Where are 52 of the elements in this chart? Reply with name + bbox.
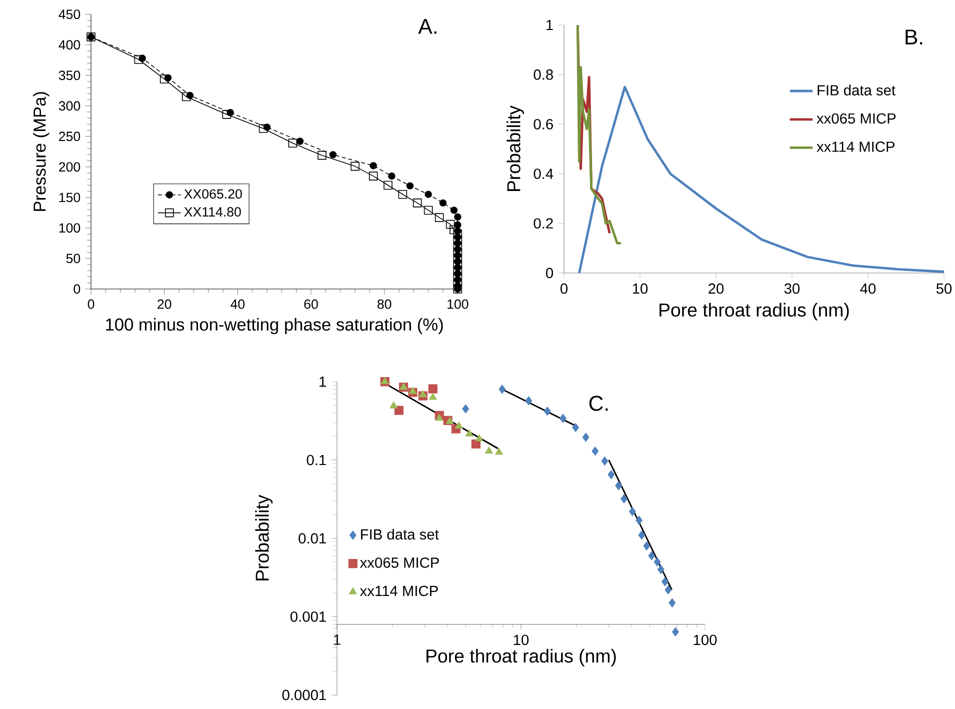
- y-tick-label: 0.8: [534, 69, 553, 80]
- x-axis-title: Pore throat radius (nm): [660, 302, 849, 320]
- legend-label: xx114 MICP: [816, 142, 895, 152]
- legend-label: XX114.80: [184, 207, 241, 217]
- y-tick-label: 0.2: [534, 218, 553, 229]
- y-tick-label: 1: [546, 20, 553, 30]
- y-tick-label: 400: [58, 40, 80, 50]
- x-tick-label: 30: [784, 283, 800, 294]
- legend-label: xx065 MICP: [360, 557, 439, 568]
- y-tick-label: 0.0001: [282, 690, 326, 700]
- x-tick-label: 20: [708, 283, 724, 294]
- y-tick-label: 50: [66, 254, 80, 264]
- annotation: B.: [906, 30, 922, 44]
- legend-label: FIB data set: [818, 84, 896, 96]
- y-tick-label: 0: [546, 268, 554, 278]
- y-tick-label: 350: [58, 70, 80, 80]
- y-tick-label: 1: [320, 376, 326, 387]
- x-tick-label: 20: [158, 299, 172, 309]
- y-tick-label: 0.001: [290, 611, 326, 622]
- legend-label: XX065.20: [184, 189, 242, 199]
- legend-label: xx114 MICP: [360, 586, 438, 596]
- y-tick-label: 450: [58, 10, 80, 20]
- y-tick-label: 0.01: [298, 533, 326, 544]
- annotation: C.: [589, 396, 608, 411]
- x-tick-label: 40: [230, 299, 245, 309]
- x-tick-label: 60: [304, 299, 318, 309]
- y-tick-label: 100: [59, 223, 80, 233]
- y-axis-title: Probability: [506, 105, 524, 192]
- x-tick-label: 10: [514, 634, 529, 646]
- y-tick-label: 0.1: [306, 454, 326, 466]
- legend-label: FIB data set: [361, 528, 439, 540]
- annotation: A.: [418, 19, 436, 34]
- x-tick-label: 50: [936, 283, 952, 294]
- x-tick-label: 40: [860, 283, 876, 294]
- y-axis-title: Pressure (MPa): [33, 92, 50, 211]
- y-axis-title: Probability: [255, 494, 273, 580]
- y-tick-label: 300: [58, 101, 80, 111]
- x-tick-label: 100: [694, 634, 717, 646]
- x-tick-label: 0: [560, 283, 568, 294]
- y-tick-label: 0.6: [534, 119, 553, 130]
- y-tick-label: 200: [59, 162, 80, 172]
- x-tick-label: 100: [448, 299, 468, 309]
- y-tick-label: 150: [59, 192, 80, 202]
- y-tick-label: 0.4: [534, 168, 554, 179]
- x-tick-label: 80: [378, 299, 392, 309]
- x-axis-title: Pore throat radius (nm): [426, 648, 616, 666]
- legend-label: xx065 MICP: [816, 113, 896, 124]
- x-tick-label: 1: [334, 634, 340, 645]
- x-tick-label: 0: [88, 299, 94, 309]
- x-axis-title: 100 minus non-wetting phase saturation (%): [106, 318, 443, 334]
- y-tick-label: 250: [59, 132, 80, 142]
- x-tick-label: 10: [632, 283, 648, 294]
